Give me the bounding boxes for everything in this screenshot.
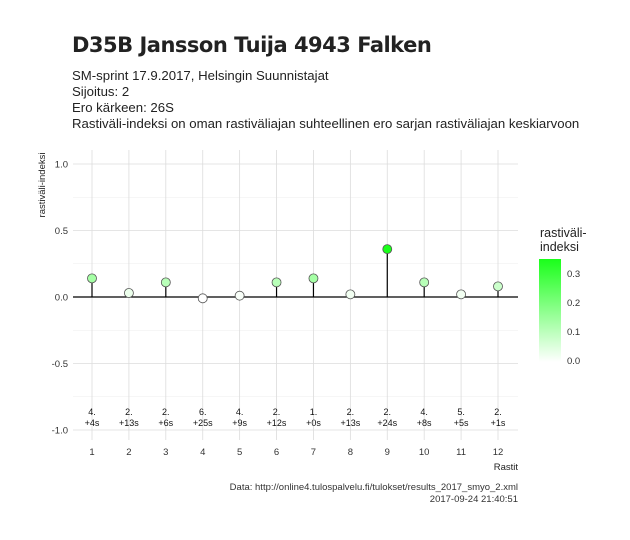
annotation-diff: +25s (193, 418, 213, 428)
annotation-diff: +8s (417, 418, 432, 428)
x-tick-label: 1 (89, 447, 94, 458)
annotation-diff: +24s (377, 418, 397, 428)
lollipop-point (345, 289, 356, 300)
x-tick-label: 6 (274, 447, 279, 458)
x-tick-label: 10 (419, 447, 430, 458)
subtitle-gap-to-leader: Ero kärkeen: 26S (72, 100, 174, 115)
legend-title-line: rastiväli- (540, 226, 587, 240)
lollipop-point (234, 290, 245, 301)
x-tick-label: 11 (456, 447, 466, 458)
subtitle-placement: Sijoitus: 2 (72, 84, 130, 99)
annotation-diff: +13s (119, 418, 139, 428)
chart-title: D35B Jansson Tuija 4943 Falken (72, 33, 432, 57)
x-tick-label: 3 (163, 447, 168, 458)
lollipop-point (160, 277, 171, 288)
legend-tick-label: 0.1 (567, 326, 581, 338)
legend-colorbar (539, 259, 561, 362)
legend-tick-label: 0.0 (567, 356, 581, 367)
legend-tick-label: 0.3 (567, 268, 581, 280)
annotation-rank: 5. (457, 407, 465, 417)
annotation-rank: 1. (310, 407, 318, 417)
lollipop-point (456, 289, 466, 300)
x-tick-label: 9 (385, 447, 390, 458)
lollipop-point (87, 273, 97, 284)
y-axis-title: rastiväli-indeksi (37, 153, 48, 218)
caption-source: Data: http://online4.tulospalvelu.fi/tul… (229, 482, 518, 493)
annotation-rank: 2. (494, 407, 502, 417)
lollipop-point (382, 244, 393, 255)
lollipop-point (419, 277, 430, 288)
y-tick-label: -0.5 (52, 359, 68, 370)
annotation-diff: +0s (306, 418, 321, 428)
y-tick-label: 0.0 (55, 293, 68, 304)
y-tick-label: -1.0 (52, 426, 68, 437)
lollipop-point (493, 281, 503, 292)
lollipop-point (308, 273, 319, 284)
caption-timestamp: 2017-09-24 21:40:51 (429, 494, 518, 505)
x-tick-label: 7 (311, 447, 316, 458)
legend-tick-label: 0.2 (567, 297, 581, 309)
annotation-rank: 2. (347, 407, 355, 417)
annotation-rank: 4. (420, 407, 428, 417)
annotation-rank: 2. (384, 407, 392, 417)
annotation-diff: +5s (454, 418, 469, 428)
subtitle-event: SM-sprint 17.9.2017, Helsingin Suunnista… (72, 68, 329, 83)
annotation-diff: +12s (267, 418, 287, 428)
annotation-rank: 4. (88, 407, 96, 417)
annotation-diff: +6s (158, 418, 173, 428)
annotation-diff: +4s (85, 418, 100, 428)
x-tick-label: 2 (126, 447, 131, 458)
lollipop-point (271, 277, 282, 288)
y-tick-label: 0.5 (55, 226, 68, 237)
annotation-rank: 6. (199, 407, 207, 417)
subtitle-index-description: Rastiväli-indeksi on oman rastiväliajan … (72, 116, 580, 131)
x-tick-label: 4 (200, 447, 205, 458)
lollipop-point (124, 288, 134, 298)
x-tick-label: 8 (348, 447, 353, 458)
x-tick-label: 5 (237, 447, 242, 458)
annotation-rank: 4. (236, 407, 244, 417)
y-tick-label: 1.0 (55, 160, 68, 171)
annotation-rank: 2. (125, 407, 133, 417)
annotation-diff: +9s (232, 418, 247, 428)
legend-title-line: indeksi (540, 240, 579, 254)
annotation-diff: +13s (340, 418, 360, 428)
legend-title: rastiväli-indeksi (540, 226, 600, 254)
x-tick-label: 12 (493, 447, 504, 458)
x-axis-title: Rastit (494, 462, 519, 473)
annotation-rank: 2. (162, 407, 170, 417)
lollipop-point (197, 293, 208, 304)
annotation-rank: 2. (273, 407, 281, 417)
annotation-diff: +1s (491, 418, 506, 428)
